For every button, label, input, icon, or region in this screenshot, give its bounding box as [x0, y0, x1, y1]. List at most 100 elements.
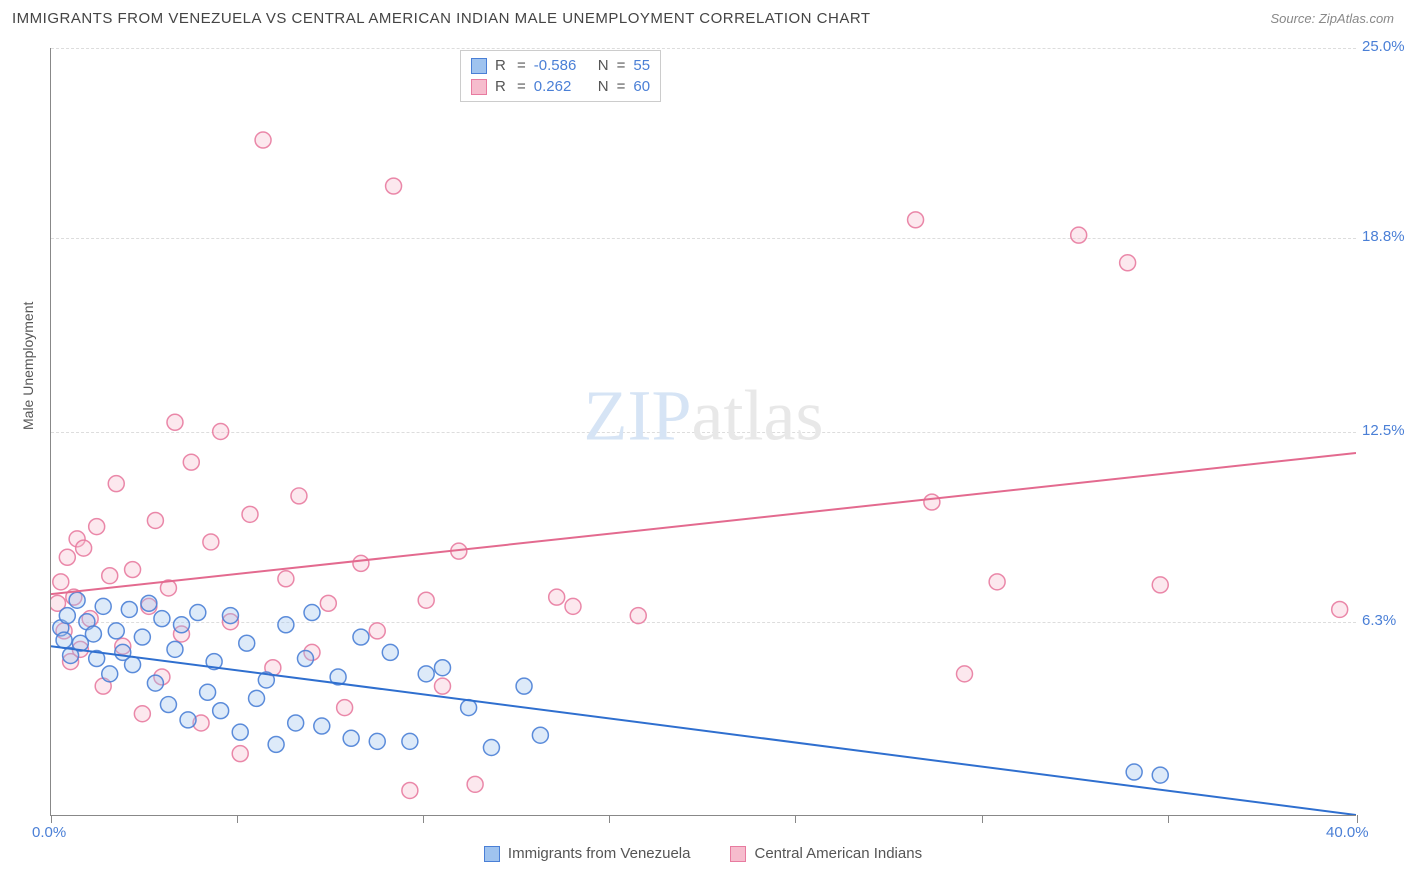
data-point: [85, 626, 101, 642]
y-tick-label: 6.3%: [1362, 612, 1396, 629]
data-point: [565, 598, 581, 614]
x-tick: [237, 815, 238, 823]
data-point: [108, 623, 124, 639]
data-point: [989, 574, 1005, 590]
plot-area: ZIPatlas: [50, 48, 1356, 816]
data-point: [278, 571, 294, 587]
legend-label: Immigrants from Venezuela: [508, 845, 691, 862]
data-point: [190, 605, 206, 621]
data-point: [59, 549, 75, 565]
data-point: [957, 666, 973, 682]
y-tick-label: 18.8%: [1362, 228, 1405, 245]
x-tick: [609, 815, 610, 823]
data-point: [167, 641, 183, 657]
data-point: [435, 660, 451, 676]
data-point: [304, 605, 320, 621]
x-tick: [423, 815, 424, 823]
data-point: [213, 703, 229, 719]
legend-item: Immigrants from Venezuela: [484, 845, 691, 862]
data-point: [353, 629, 369, 645]
y-tick-label: 12.5%: [1362, 422, 1405, 439]
chart-svg: [51, 48, 1356, 815]
x-tick: [1168, 815, 1169, 823]
data-point: [630, 608, 646, 624]
data-point: [467, 776, 483, 792]
data-point: [369, 623, 385, 639]
data-point: [239, 635, 255, 651]
data-point: [343, 730, 359, 746]
legend-swatch: [471, 79, 487, 95]
data-point: [924, 494, 940, 510]
data-point: [386, 178, 402, 194]
source-attribution: Source: ZipAtlas.com: [1270, 11, 1394, 26]
legend-swatch: [471, 58, 487, 74]
data-point: [147, 512, 163, 528]
y-tick-label: 25.0%: [1362, 38, 1405, 55]
data-point: [95, 598, 111, 614]
data-point: [418, 592, 434, 608]
data-point: [1332, 601, 1348, 617]
data-point: [147, 675, 163, 691]
data-point: [213, 424, 229, 440]
data-point: [125, 657, 141, 673]
data-point: [76, 540, 92, 556]
data-point: [56, 632, 72, 648]
data-point: [402, 782, 418, 798]
data-point: [1152, 577, 1168, 593]
data-point: [1152, 767, 1168, 783]
y-axis-label: Male Unemployment: [20, 302, 36, 430]
legend-swatch: [730, 846, 746, 862]
correlation-legend: R=-0.586N=55R=0.262N=60: [460, 50, 661, 102]
data-point: [353, 555, 369, 571]
data-point: [268, 736, 284, 752]
data-point: [1071, 227, 1087, 243]
data-point: [121, 601, 137, 617]
data-point: [516, 678, 532, 694]
data-point: [180, 712, 196, 728]
data-point: [908, 212, 924, 228]
data-point: [249, 690, 265, 706]
legend-label: Central American Indians: [754, 845, 922, 862]
data-point: [59, 608, 75, 624]
legend-row: R=-0.586N=55: [471, 55, 650, 76]
data-point: [242, 506, 258, 522]
x-min-label: 0.0%: [32, 824, 66, 841]
data-point: [320, 595, 336, 611]
data-point: [203, 534, 219, 550]
data-point: [337, 700, 353, 716]
data-point: [418, 666, 434, 682]
series-legend: Immigrants from Venezuela Central America…: [0, 845, 1406, 862]
x-tick: [982, 815, 983, 823]
data-point: [174, 617, 190, 633]
data-point: [102, 666, 118, 682]
data-point: [369, 733, 385, 749]
data-point: [1126, 764, 1142, 780]
data-point: [255, 132, 271, 148]
data-point: [483, 740, 499, 756]
data-point: [314, 718, 330, 734]
data-point: [291, 488, 307, 504]
data-point: [183, 454, 199, 470]
chart-title: IMMIGRANTS FROM VENEZUELA VS CENTRAL AME…: [12, 10, 871, 27]
data-point: [532, 727, 548, 743]
data-point: [435, 678, 451, 694]
data-point: [232, 746, 248, 762]
data-point: [134, 706, 150, 722]
trend-line: [51, 453, 1356, 594]
x-tick: [1357, 815, 1358, 823]
data-point: [549, 589, 565, 605]
data-point: [167, 414, 183, 430]
data-point: [125, 562, 141, 578]
data-point: [232, 724, 248, 740]
data-point: [288, 715, 304, 731]
legend-item: Central American Indians: [730, 845, 922, 862]
data-point: [102, 568, 118, 584]
x-max-label: 40.0%: [1326, 824, 1369, 841]
legend-row: R=0.262N=60: [471, 76, 650, 97]
data-point: [402, 733, 418, 749]
legend-swatch: [484, 846, 500, 862]
data-point: [297, 651, 313, 667]
data-point: [382, 644, 398, 660]
data-point: [222, 608, 238, 624]
data-point: [160, 697, 176, 713]
